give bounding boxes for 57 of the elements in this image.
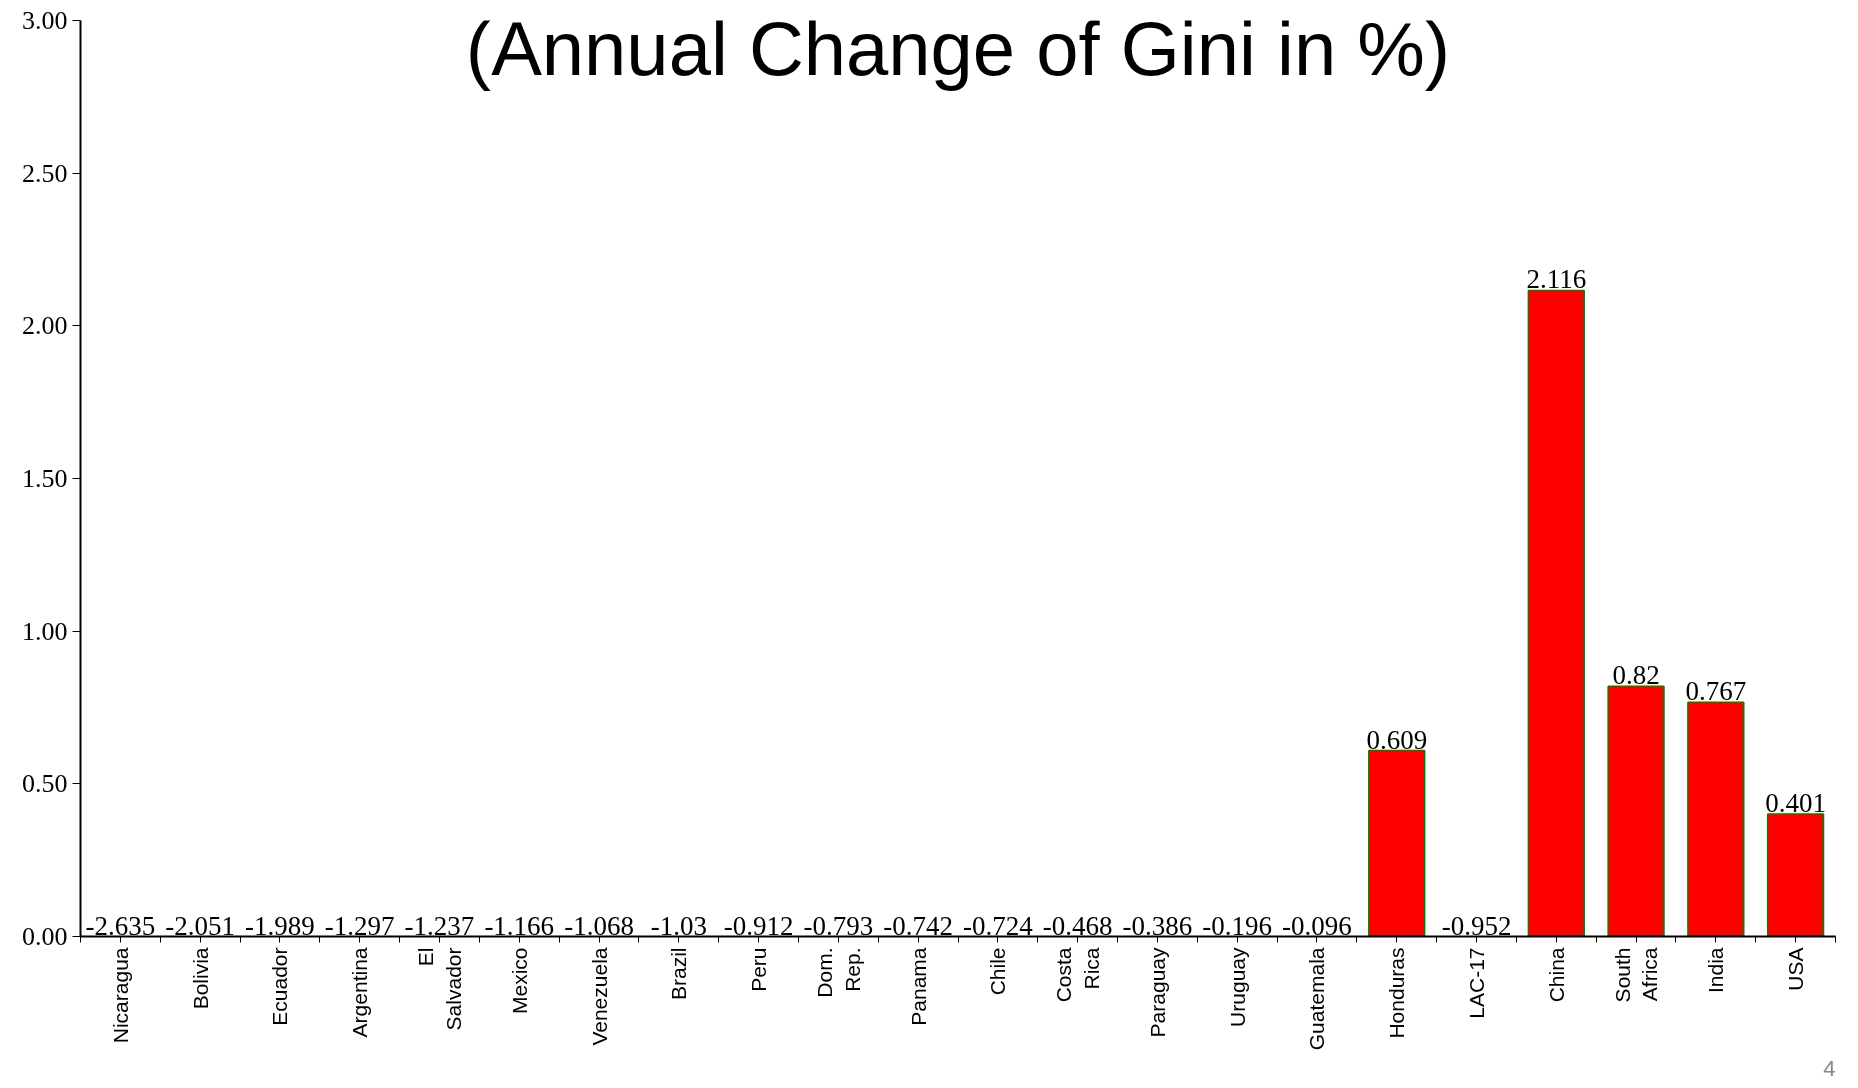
y-tick-label: 1.50 <box>22 464 68 493</box>
x-tick-label: Uruguay <box>1225 947 1249 1027</box>
y-tick-label: 2.50 <box>22 158 68 188</box>
data-label: 0.609 <box>1366 724 1428 755</box>
text: -1.237 <box>404 910 475 941</box>
text: -0.386 <box>1122 910 1193 941</box>
bar <box>1368 749 1426 937</box>
x-tick-label: Costa Rica <box>1052 947 1103 1003</box>
x-tick-label: Ecuador <box>268 947 292 1026</box>
x-tick-label: LAC-17 <box>1465 947 1489 1019</box>
x-tick-label: Honduras <box>1385 947 1409 1039</box>
y-tick-label: 0.00 <box>22 922 68 951</box>
x-tick-label: China <box>1544 947 1568 1003</box>
x-tick-label: Bolivia <box>188 947 212 1010</box>
y-tick-label: 3.00 <box>22 6 68 35</box>
bar <box>1527 289 1585 937</box>
x-tick-label: El Salvador <box>414 947 465 1031</box>
x-tick-label: Venezuela <box>587 947 611 1046</box>
bar <box>1766 813 1825 937</box>
x-tick-label: Panama <box>906 947 930 1026</box>
x-tick-label: Nicaragua <box>108 947 132 1044</box>
data-label: 2.116 <box>1526 264 1587 295</box>
x-tick-label: Dom. Rep. <box>813 947 864 998</box>
text: -0.912 <box>723 910 794 941</box>
text: -2.635 <box>85 910 156 941</box>
text: -0.468 <box>1042 910 1113 941</box>
y-tick-label: 1.00 <box>22 616 68 646</box>
x-tick-label: Mexico <box>507 947 531 1015</box>
text: -1.989 <box>245 910 315 941</box>
x-tick-label: Guatemala <box>1305 947 1329 1051</box>
bar <box>1687 701 1745 937</box>
x-tick-label: USA <box>1784 947 1808 991</box>
x-tick-label: Brazil <box>667 947 691 1001</box>
text: 4 <box>1823 1055 1836 1081</box>
x-tick-label: India <box>1704 947 1728 994</box>
text: -1.03 <box>650 910 707 941</box>
x-tick-label: Paraguay <box>1145 947 1169 1038</box>
text: -0.952 <box>1441 910 1512 941</box>
y-tick-label: 2.00 <box>22 311 68 341</box>
x-tick-label: Argentina <box>348 947 372 1038</box>
data-label: 0.767 <box>1685 676 1747 707</box>
text: -0.793 <box>803 910 874 941</box>
x-tick-label: Chile <box>986 947 1010 996</box>
text: -1.297 <box>324 910 395 941</box>
data-label: 0.82 <box>1612 660 1660 691</box>
data-label: 0.401 <box>1765 788 1826 819</box>
text: -0.742 <box>883 910 953 941</box>
text: -0.196 <box>1202 910 1273 941</box>
text: -0.096 <box>1282 910 1352 941</box>
text: -1.068 <box>564 910 634 941</box>
text: -2.051 <box>165 910 236 941</box>
text: -0.724 <box>963 910 1033 941</box>
text: -1.166 <box>484 910 555 941</box>
bar <box>1607 685 1665 937</box>
x-tick-label: South Africa <box>1610 947 1662 1003</box>
x-tick-label: Peru <box>747 947 771 992</box>
y-tick-label: 0.50 <box>22 769 68 799</box>
